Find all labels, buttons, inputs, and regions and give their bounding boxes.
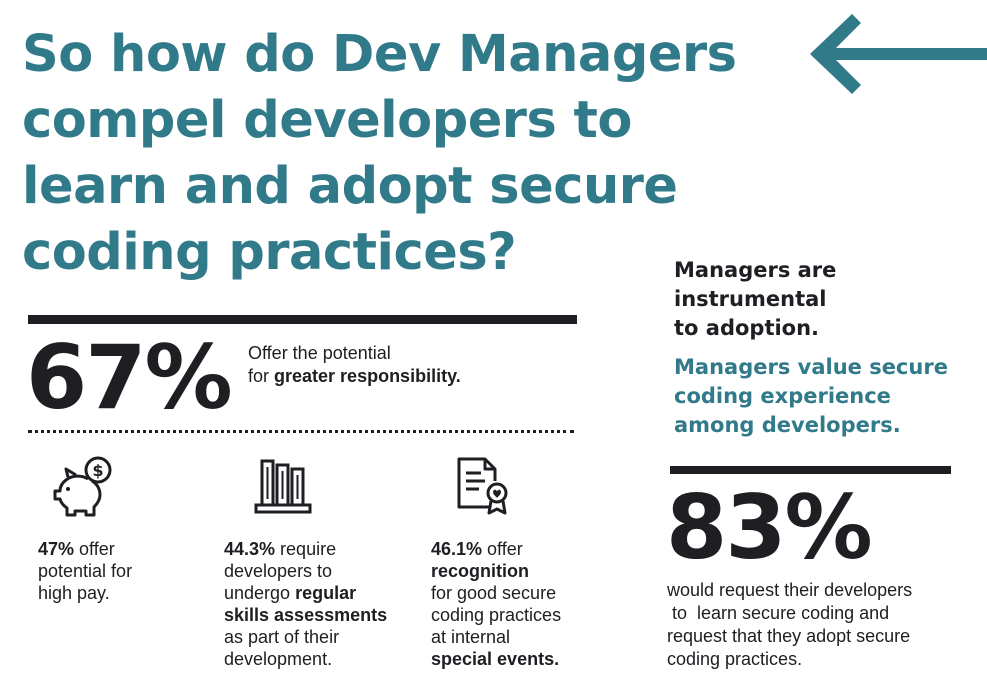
stat-83-line3: request that they adopt secure [667, 626, 911, 646]
managers-instrumental-text: Managers are instrumental to adoption. [674, 256, 914, 343]
stat-recognition-bold2: special events. [431, 649, 560, 669]
stat-67-description: Offer the potential for greater responsi… [248, 342, 461, 388]
stat-83-description: would request their developers to learn … [667, 579, 987, 671]
stat-high-pay-line2: potential for [38, 561, 133, 581]
stat-67-line2: for greater responsibility. [248, 365, 461, 388]
stat-skills-assessments: 44.3% require developers to undergo regu… [224, 538, 424, 670]
dotted-divider [28, 430, 574, 433]
managers-value-line3: among developers. [674, 413, 901, 437]
top-divider [28, 315, 577, 324]
stat-high-pay-line1: 47% offer [38, 538, 198, 560]
stat-skills-line5: as part of their [224, 627, 340, 647]
managers-value-text: Managers value secure coding experience … [674, 353, 974, 440]
stat-high-pay-line3: high pay. [38, 583, 110, 603]
piggy-bank-dollar-icon: $ [53, 456, 112, 517]
stat-skills-line4: skills assessments [224, 604, 424, 626]
stat-recognition-line3: for good secure [431, 583, 557, 603]
stat-83-line4: coding practices. [667, 649, 803, 669]
left-arrow-icon [810, 14, 987, 94]
managers-value-line2: coding experience [674, 384, 891, 408]
stat-skills-line2: developers to [224, 561, 333, 581]
stat-83-value: 83% [666, 476, 873, 579]
stat-67-bold: greater responsibility. [274, 366, 461, 386]
stat-high-pay-pct: 47% [38, 539, 75, 559]
managers-line3: to adoption. [674, 316, 820, 340]
page-headline: So how do Dev Managers compel developers… [22, 25, 737, 282]
managers-line1: Managers are [674, 258, 837, 282]
svg-text:$: $ [92, 461, 103, 480]
stat-recognition-line5: at internal [431, 627, 511, 647]
stat-67-prefix: for [248, 366, 275, 386]
stat-skills-line1: 44.3% require [224, 538, 424, 560]
stat-67-line1: Offer the potential [248, 343, 391, 363]
stat-recognition-line6: special events. [431, 648, 621, 670]
stat-recognition-line2: recognition [431, 560, 621, 582]
stat-skills-bold1: regular [295, 583, 357, 603]
stat-skills-text3: undergo [224, 583, 296, 603]
managers-line2: instrumental [674, 287, 827, 311]
stat-high-pay-text1: offer [74, 539, 115, 559]
stat-skills-line3: undergo regular [224, 582, 424, 604]
stat-recognition-line4: coding practices [431, 605, 562, 625]
stat-recognition-pct: 46.1% [431, 539, 483, 559]
stat-recognition-bold1: recognition [431, 561, 529, 581]
managers-value-line1: Managers value secure [674, 355, 948, 379]
right-divider [670, 466, 951, 474]
stat-skills-bold2: skills assessments [224, 605, 388, 625]
stat-67-value: 67% [26, 326, 233, 429]
stat-83-line2: to learn secure coding and [667, 603, 890, 623]
stat-recognition-line1: 46.1% offer [431, 538, 621, 560]
stat-skills-line6: development. [224, 649, 333, 669]
stat-high-pay: 47% offer potential for high pay. [38, 538, 198, 604]
certificate-icon [457, 457, 508, 515]
books-icon [254, 459, 312, 514]
stat-recognition-text1: offer [482, 539, 523, 559]
stat-83-line1: would request their developers [667, 580, 913, 600]
stat-recognition: 46.1% offer recognition for good secure … [431, 538, 621, 670]
stat-skills-pct: 44.3% [224, 539, 276, 559]
stat-skills-text1: require [275, 539, 337, 559]
